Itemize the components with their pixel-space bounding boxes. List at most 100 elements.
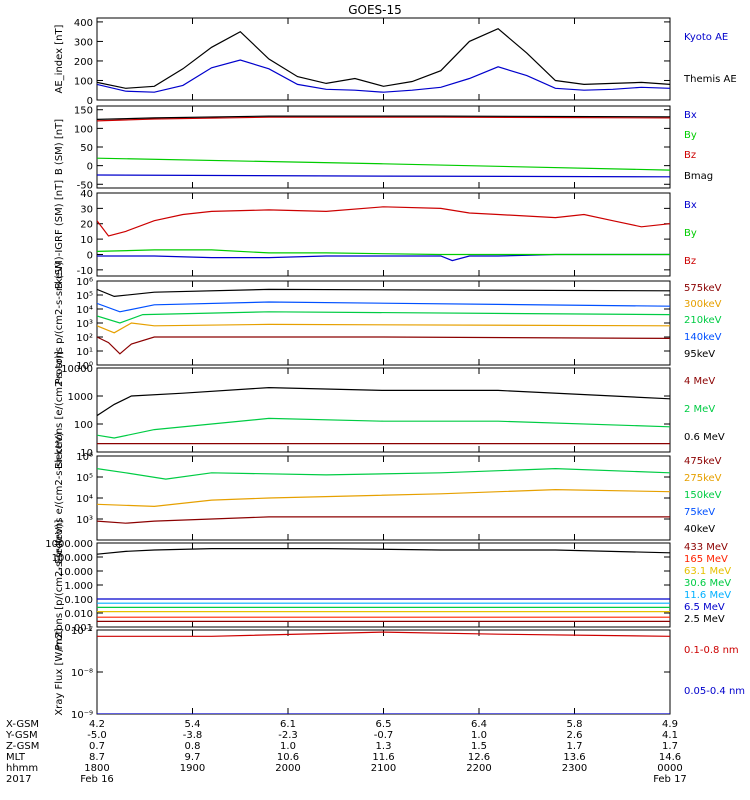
y-axis-label: Protons p/(cm2-s-sr-keV) (54, 261, 65, 384)
time-axis-row-label: Z-GSM (6, 741, 39, 752)
series-line-bx (97, 174, 670, 178)
legend-entry: Kyoto AE (684, 32, 728, 43)
series-line-by (97, 157, 670, 171)
time-axis-value: 1.7 (662, 741, 678, 752)
time-axis-value: 1.0 (471, 730, 487, 741)
series-line-0-6-mev (97, 386, 670, 417)
legend-entry: Bmag (684, 171, 713, 182)
series-line-by (97, 249, 670, 256)
legend-entry: Bz (684, 150, 696, 161)
time-axis-value: 12.6 (468, 752, 490, 763)
time-axis-value: 2.6 (567, 730, 583, 741)
legend-entry: 75keV (684, 507, 715, 518)
y-axis-label: Xray Flux [W/m2] (54, 628, 65, 715)
time-axis-value: 1.0 (280, 741, 296, 752)
figure-title: GOES-15 (348, 3, 402, 17)
time-axis-table: X-GSMY-GSMZ-GSMMLThhmm20174.2-5.00.78.71… (5, 719, 687, 785)
series-line-475kev (97, 516, 670, 524)
legend-entry: 150keV (684, 490, 722, 501)
panel-electrons-2: 10³ 10⁴ 10⁵ 10⁶ Electrons e/(cm2-s-sr-keV) 47… (54, 432, 722, 564)
y-tick-label: 10² (76, 333, 93, 344)
series-line-themis-ae (97, 27, 670, 89)
panel-frame (96, 192, 671, 277)
time-axis-value: 10.6 (277, 752, 299, 763)
y-tick-label: 0.100 (64, 595, 93, 606)
y-tick-label: 0 (87, 250, 93, 261)
legend-entry: By (684, 130, 697, 141)
legend-entry: 433 MeV (684, 542, 728, 553)
y-axis-label: B (SM) [nT] (54, 119, 65, 175)
series-line-150kev (97, 467, 670, 480)
panel-protons-2: 0.001 0.010 0.100 1.000 10.000 100.000 1000.00… (45, 520, 731, 651)
y-tick-label: 400 (74, 18, 93, 29)
time-axis-value: -0.7 (374, 730, 394, 741)
y-tick-label: 0 (87, 162, 93, 173)
time-axis-value: 8.7 (89, 752, 105, 763)
y-tick-label: 20 (80, 220, 93, 231)
y-tick-label: 100 (74, 420, 93, 431)
time-axis-value: 2100 (371, 763, 396, 774)
time-axis-value: 0.8 (185, 741, 201, 752)
time-axis-value: 14.6 (659, 752, 681, 763)
y-tick-label: 40 (80, 189, 93, 200)
legend-entry: 40keV (684, 524, 715, 535)
legend-entry: 63.1 MeV (684, 566, 731, 577)
panel-frame (96, 542, 671, 628)
legend-entry: 95keV (684, 349, 715, 360)
time-axis-value: 1.5 (471, 741, 487, 752)
y-tick-label: 10⁶ (76, 452, 93, 463)
time-axis-value: 1900 (180, 763, 205, 774)
y-tick-label: 300 (74, 37, 93, 48)
y-tick-label: 10⁻⁷ (71, 626, 93, 637)
time-axis-value: 1.7 (567, 741, 583, 752)
time-axis-value: 1.3 (376, 741, 392, 752)
panel-frame (96, 629, 671, 715)
time-axis-value: -3.8 (183, 730, 203, 741)
y-tick-label: 200 (74, 57, 93, 68)
series-line-210kev (97, 311, 670, 324)
legend-entry: 475keV (684, 456, 722, 467)
legend-entry: 2 MeV (684, 404, 715, 415)
time-axis-row-label: Y-GSM (5, 730, 38, 741)
y-tick-label: 1000.000 (45, 539, 93, 550)
legend-entry: 0.6 MeV (684, 432, 725, 443)
legend-entry: 165 MeV (684, 554, 728, 565)
legend-entry: 275keV (684, 473, 722, 484)
y-tick-label: 10⁰ (76, 361, 93, 372)
series-line-kyoto-ae (97, 59, 670, 93)
y-tick-label: 10 (80, 235, 93, 246)
legend-entry: 2.5 MeV (684, 614, 725, 625)
time-axis-value: 13.6 (563, 752, 585, 763)
time-axis-value: 0.7 (89, 741, 105, 752)
y-tick-label: 50 (80, 143, 93, 154)
legend-entry: 575keV (684, 283, 722, 294)
time-axis-value: 6.5 (376, 719, 392, 730)
legend-entry: Bz (684, 256, 696, 267)
time-axis-value: 9.7 (185, 752, 201, 763)
panel-frame (96, 367, 671, 453)
y-tick-label: 10⁻⁹ (71, 710, 93, 721)
series-line-2-5-mev (97, 547, 670, 555)
series-line-275kev (97, 488, 670, 508)
y-axis-label: Electrons [e/(cm2-s-sr)] (54, 351, 65, 469)
y-tick-label: 0.001 (64, 623, 93, 634)
time-axis-value: 5.8 (567, 719, 583, 730)
panel-frame (96, 17, 671, 101)
legend-entry: Bx (684, 110, 697, 121)
time-axis-value: 2200 (466, 763, 491, 774)
series-line-300kev (97, 322, 670, 334)
series-line-0-1-0-8-nm (97, 631, 670, 637)
legend-entry: 6.5 MeV (684, 602, 725, 613)
series-line-bx (97, 253, 670, 262)
y-tick-label: 10000 (61, 364, 93, 375)
time-axis-value: 5.4 (185, 719, 201, 730)
y-tick-label: 100.000 (52, 553, 93, 564)
y-axis-label: B (SM)-IGRF (SM) [nT] (54, 180, 65, 289)
series-line-bz (97, 116, 670, 122)
y-tick-label: 1000 (68, 392, 93, 403)
legend-entry: 11.6 MeV (684, 590, 731, 601)
y-tick-label: -50 (77, 180, 93, 191)
